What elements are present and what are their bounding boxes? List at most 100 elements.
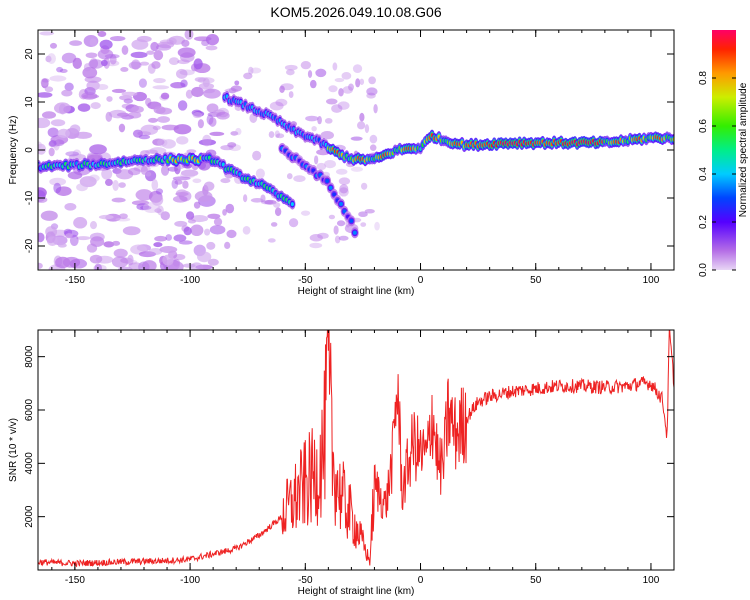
noise-blob (150, 41, 159, 52)
colorbar-label: Normalized spectral amplitude (738, 82, 749, 217)
noise-blob (38, 117, 51, 129)
noise-blob (109, 109, 127, 119)
noise-blob (274, 207, 282, 217)
noise-blob (131, 39, 149, 50)
noise-blob (373, 103, 378, 114)
x-tick-label: 0 (418, 275, 424, 286)
noise-blob (151, 179, 159, 191)
noise-blob (182, 180, 189, 189)
noise-blob (81, 92, 98, 100)
noise-blob (95, 255, 114, 264)
noise-blob (38, 232, 45, 243)
noise-blob (161, 124, 179, 131)
noise-blob (111, 256, 129, 268)
noise-blob (193, 201, 201, 209)
noise-blob (194, 77, 206, 82)
noise-blob (203, 88, 221, 99)
x-tick-label: 0 (418, 575, 424, 586)
noise-blob (65, 233, 73, 239)
noise-blob (64, 202, 77, 211)
noise-blob (90, 102, 101, 110)
noise-blob (89, 144, 107, 155)
noise-blob (267, 238, 276, 243)
noise-blob (118, 182, 126, 188)
noise-blob (142, 202, 160, 213)
noise-blob (201, 39, 210, 47)
noise-blob (159, 39, 174, 45)
noise-blob (57, 128, 70, 139)
colorbar-tick-label: 0.0 (698, 263, 709, 277)
noise-blob (209, 224, 226, 235)
x-tick-label: -150 (65, 575, 85, 586)
ridge-core (349, 218, 354, 223)
noise-blob (53, 182, 62, 194)
noise-blob (151, 194, 164, 206)
noise-blob (166, 37, 177, 46)
noise-blob (226, 229, 237, 239)
noise-blob (176, 136, 189, 145)
noise-blob (135, 189, 153, 201)
noise-blob (44, 86, 54, 93)
ridge-core (328, 185, 333, 190)
noise-blob (192, 111, 203, 119)
noise-blob (128, 61, 142, 70)
noise-blob (104, 178, 113, 186)
noise-blob (274, 130, 280, 138)
noise-blob (50, 119, 66, 127)
spectrogram-xlabel: Height of straight line (km) (298, 286, 415, 297)
noise-blob (69, 40, 83, 46)
noise-blob (305, 115, 319, 122)
noise-blob (165, 234, 173, 241)
noise-blob (94, 263, 102, 270)
noise-blob (341, 71, 352, 80)
noise-blob (316, 162, 327, 171)
noise-blob (248, 66, 254, 75)
colorbar-ticks: 0.0 0.2 0.4 0.6 0.8 (698, 71, 736, 277)
colorbar-tick-label: 0.2 (698, 215, 709, 229)
noise-blob (324, 159, 336, 169)
noise-blob (242, 226, 251, 235)
noise-blob (48, 140, 57, 147)
noise-blob (224, 241, 231, 250)
noise-blob (136, 203, 149, 211)
noise-blob (205, 45, 218, 51)
noise-blob (183, 226, 192, 236)
y-tick-label: 20 (24, 48, 35, 60)
noise-blob (197, 119, 204, 129)
noise-blob (269, 101, 284, 111)
noise-blob (174, 179, 183, 185)
noise-blob (350, 166, 364, 172)
noise-blob (338, 235, 349, 241)
noise-blob (243, 72, 253, 80)
noise-blob (89, 254, 103, 264)
noise-blob (152, 138, 165, 146)
noise-blob (352, 64, 363, 74)
noise-blob (364, 124, 370, 134)
noise-blob (111, 88, 127, 93)
noise-blob (159, 246, 178, 254)
noise-blob (96, 83, 109, 91)
noise-blob (89, 38, 98, 47)
noise-blob (324, 118, 333, 124)
noise-blob (335, 168, 348, 175)
noise-blob (309, 233, 323, 242)
x-tick-label: 50 (530, 275, 542, 286)
noise-blob (360, 222, 367, 227)
noise-blob (148, 117, 158, 123)
ridge-core (290, 202, 294, 207)
noise-blob (101, 168, 113, 180)
noise-blob (260, 200, 274, 205)
noise-blob (127, 254, 134, 266)
noise-blob (140, 165, 148, 175)
noise-blob (161, 165, 170, 176)
noise-blob (178, 240, 193, 245)
noise-blob (121, 91, 138, 97)
noise-blob (230, 131, 239, 136)
snr-ylabel: SNR (10 * v/v) (8, 418, 19, 482)
noise-blob (255, 168, 265, 179)
noise-blob (128, 262, 143, 270)
noise-blob (171, 178, 179, 189)
noise-blob (179, 69, 195, 76)
noise-blob (160, 92, 170, 100)
